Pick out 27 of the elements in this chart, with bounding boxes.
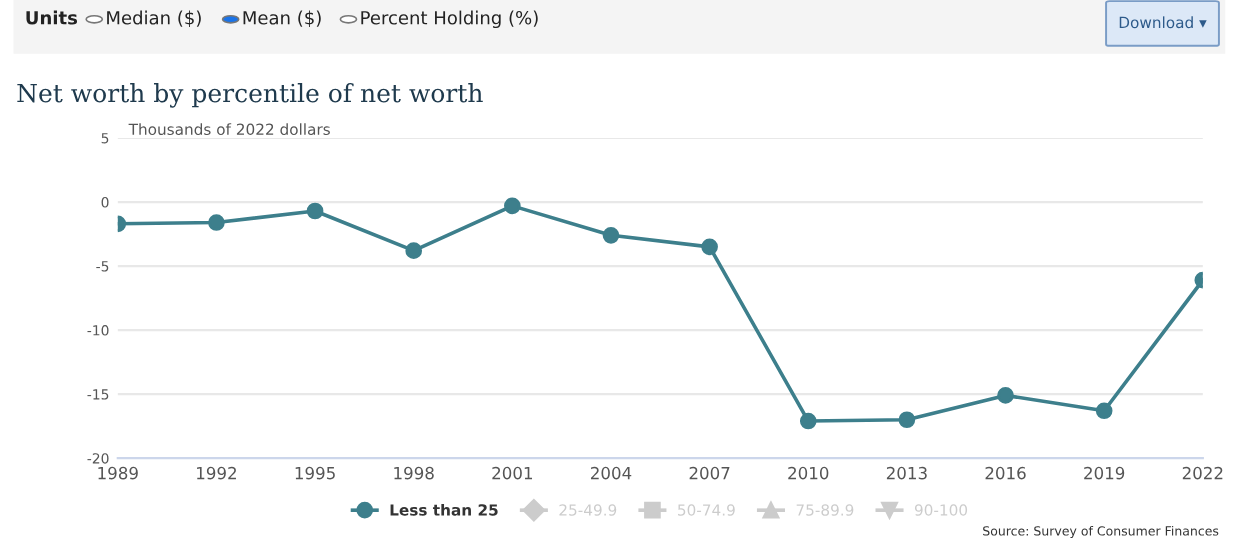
text: Percent Holding (%) xyxy=(361,10,538,29)
x-tick-label: 1992 xyxy=(197,466,236,480)
point xyxy=(208,214,225,231)
point xyxy=(405,242,423,260)
point xyxy=(799,412,817,430)
x-tick-label: 2010 xyxy=(788,466,829,480)
x-tick-label: 2004 xyxy=(590,466,632,480)
point xyxy=(701,238,718,256)
x-tick-label: 2007 xyxy=(689,466,730,480)
x-tick-label: 2001 xyxy=(492,466,533,480)
x-tick-label: 2016 xyxy=(985,466,1026,480)
point xyxy=(898,411,916,429)
x-tick-label: 1995 xyxy=(295,466,335,480)
x-tick-label: 2013 xyxy=(886,466,927,480)
x-tick-label: 2019 xyxy=(1084,466,1125,480)
point xyxy=(504,197,521,215)
point xyxy=(306,202,324,220)
point xyxy=(1095,402,1113,420)
point xyxy=(997,387,1014,404)
text: Median ($) xyxy=(107,10,201,27)
point xyxy=(602,226,620,244)
chart-title: Net worth by percentile of net worth xyxy=(17,83,483,108)
x-tick-label: 1998 xyxy=(394,466,434,480)
x-tick-label: 1989 xyxy=(98,466,138,480)
text: Mean ($) xyxy=(243,10,321,27)
x-tick-label: 2022 xyxy=(1182,466,1223,480)
text: Units xyxy=(26,10,78,25)
